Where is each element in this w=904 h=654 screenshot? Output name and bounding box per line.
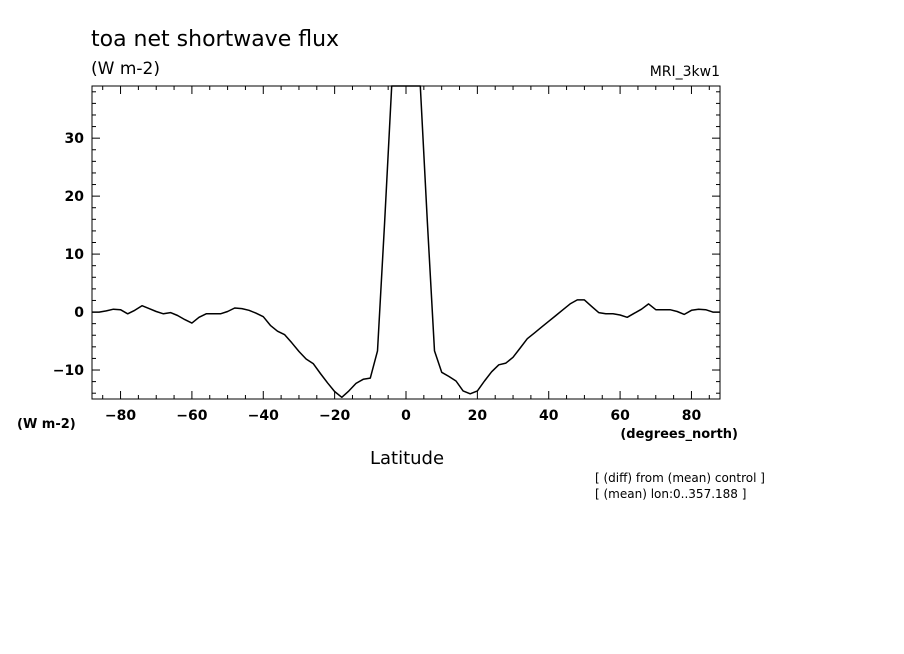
x-tick-label: 20: [468, 408, 488, 424]
y-tick-label: 10: [65, 247, 85, 263]
x-tick-label: −40: [248, 408, 279, 424]
x-axis-label: Latitude: [370, 448, 444, 469]
chart-title: toa net shortwave flux: [91, 27, 339, 52]
y-tick-label: −10: [53, 363, 84, 379]
x-tick-labels: −80 −60 −40 −20 0 20 40 60 80: [105, 408, 702, 424]
note-line-2: [ (mean) lon:0..357.188 ]: [595, 487, 746, 501]
y-tick-labels: −10 0 10 20 30: [53, 131, 84, 379]
x-tick-label: −20: [319, 408, 350, 424]
plot-area: [92, 85, 720, 399]
axis-ticks: [92, 86, 720, 399]
x-tick-label: 60: [610, 408, 630, 424]
x-tick-label: 80: [682, 408, 702, 424]
note-line-1: [ (diff) from (mean) control ]: [595, 471, 765, 485]
x-tick-label: 0: [401, 408, 411, 424]
y-tick-label: 30: [65, 131, 85, 147]
y-tick-label: 0: [74, 305, 84, 321]
title-units: (W m-2): [91, 59, 160, 79]
y-axis-units: (W m-2): [17, 417, 76, 432]
model-label: MRI_3kw1: [650, 64, 720, 80]
series-line: [92, 85, 720, 399]
plot-frame: [91, 85, 721, 400]
x-tick-label: −80: [105, 408, 136, 424]
x-axis-units: (degrees_north): [620, 427, 738, 442]
y-tick-label: 20: [65, 189, 85, 205]
x-tick-label: 40: [539, 408, 559, 424]
x-tick-label: −60: [176, 408, 207, 424]
